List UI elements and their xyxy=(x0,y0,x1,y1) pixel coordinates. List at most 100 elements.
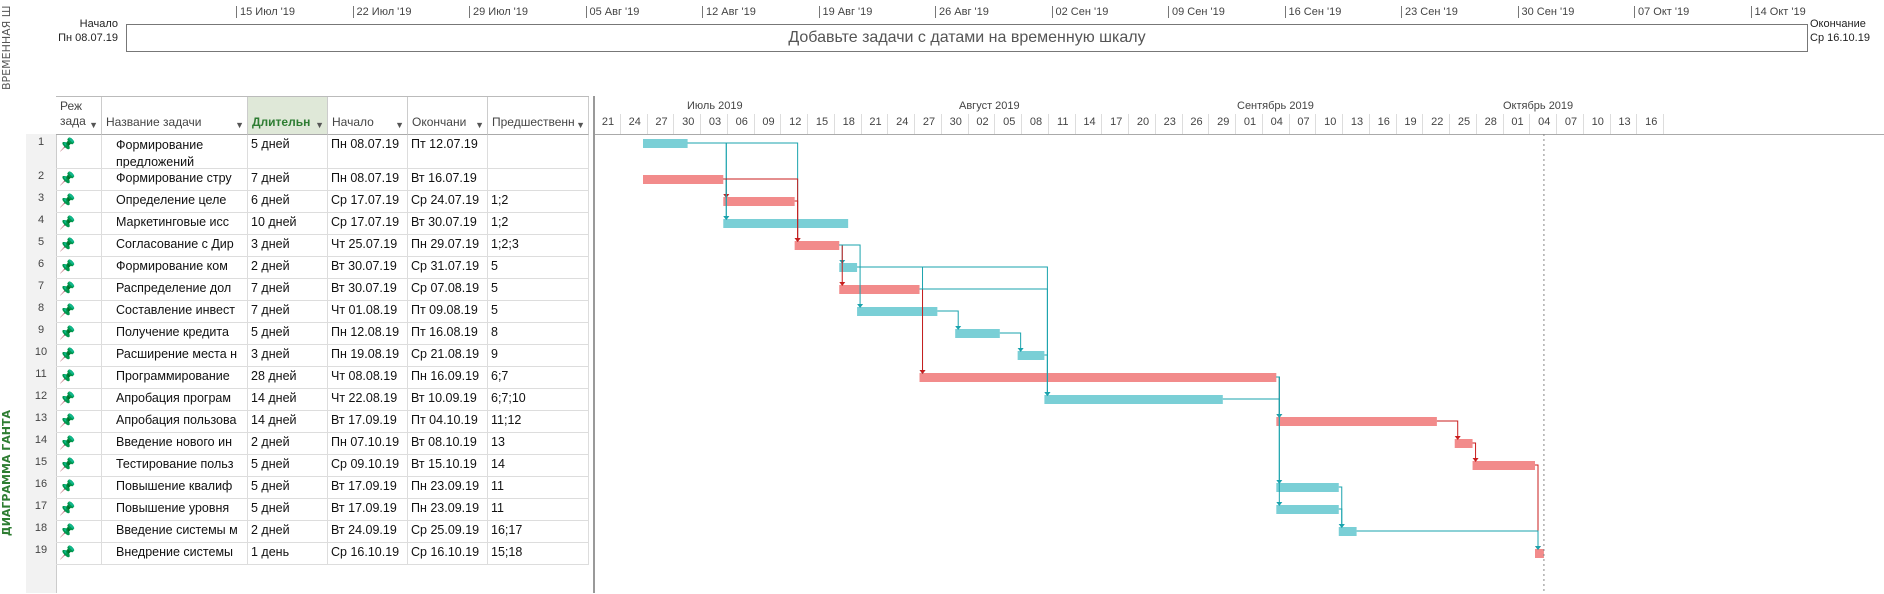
gantt-bar[interactable] xyxy=(723,219,849,228)
table-row[interactable]: 📌 Повышение уровня 5 дней Вт 17.09.19 Пн 23.… xyxy=(56,499,589,521)
task-name-cell[interactable]: Программирование xyxy=(102,367,248,388)
task-duration-cell[interactable]: 5 дней xyxy=(248,477,328,498)
task-finish-cell[interactable]: Ср 07.08.19 xyxy=(408,279,488,300)
task-finish-cell[interactable]: Пт 04.10.19 xyxy=(408,411,488,432)
task-mode-cell[interactable]: 📌 xyxy=(56,213,102,234)
task-duration-cell[interactable]: 2 дней xyxy=(248,257,328,278)
gantt-bar[interactable] xyxy=(1454,439,1473,448)
task-duration-cell[interactable]: 5 дней xyxy=(248,135,328,168)
task-pred-cell[interactable]: 1;2;3 xyxy=(488,235,589,256)
task-pred-cell[interactable]: 6;7 xyxy=(488,367,589,388)
task-start-cell[interactable]: Чт 22.08.19 xyxy=(328,389,408,410)
gantt-bar[interactable] xyxy=(955,329,1000,338)
task-mode-cell[interactable]: 📌 xyxy=(56,191,102,212)
table-row[interactable]: 📌 Согласование с Дир 3 дней Чт 25.07.19 Пн 2… xyxy=(56,235,589,257)
task-pred-cell[interactable] xyxy=(488,169,589,190)
task-name-cell[interactable]: Составление инвест xyxy=(102,301,248,322)
task-duration-cell[interactable]: 5 дней xyxy=(248,499,328,520)
task-finish-cell[interactable]: Ср 25.09.19 xyxy=(408,521,488,542)
task-mode-cell[interactable]: 📌 xyxy=(56,323,102,344)
gantt-bar[interactable] xyxy=(794,241,840,250)
task-name-cell[interactable]: Формирование предложений xyxy=(102,135,248,168)
gantt-bar[interactable] xyxy=(1276,417,1437,426)
task-finish-cell[interactable]: Вт 08.10.19 xyxy=(408,433,488,454)
table-row[interactable]: 📌 Получение кредита 5 дней Пн 12.08.19 Пт 16… xyxy=(56,323,589,345)
task-name-cell[interactable]: Получение кредита xyxy=(102,323,248,344)
task-start-cell[interactable]: Чт 25.07.19 xyxy=(328,235,408,256)
task-finish-cell[interactable]: Ср 31.07.19 xyxy=(408,257,488,278)
table-row[interactable]: 📌 Повышение квалиф 5 дней Вт 17.09.19 Пн 23.… xyxy=(56,477,589,499)
chevron-down-icon[interactable]: ▼ xyxy=(576,120,585,130)
task-duration-cell[interactable]: 7 дней xyxy=(248,301,328,322)
table-row[interactable]: 📌 Апробация пользова 14 дней Вт 17.09.19 Пт … xyxy=(56,411,589,433)
task-duration-cell[interactable]: 7 дней xyxy=(248,279,328,300)
task-duration-cell[interactable]: 6 дней xyxy=(248,191,328,212)
table-row[interactable]: 📌 Определение целе 6 дней Ср 17.07.19 Ср 24.… xyxy=(56,191,589,213)
chevron-down-icon[interactable]: ▼ xyxy=(475,120,484,130)
task-finish-cell[interactable]: Пн 16.09.19 xyxy=(408,367,488,388)
task-start-cell[interactable]: Пн 19.08.19 xyxy=(328,345,408,366)
table-row[interactable]: 📌 Формирование ком 2 дней Вт 30.07.19 Ср 31.… xyxy=(56,257,589,279)
task-finish-cell[interactable]: Пн 23.09.19 xyxy=(408,499,488,520)
task-finish-cell[interactable]: Пн 23.09.19 xyxy=(408,477,488,498)
task-start-cell[interactable]: Вт 17.09.19 xyxy=(328,477,408,498)
task-start-cell[interactable]: Ср 17.07.19 xyxy=(328,213,408,234)
gantt-bar[interactable] xyxy=(643,175,724,184)
task-pred-cell[interactable]: 13 xyxy=(488,433,589,454)
task-pred-cell[interactable]: 11;12 xyxy=(488,411,589,432)
column-header-start[interactable]: Начало ▼ xyxy=(328,97,408,135)
task-mode-cell[interactable]: 📌 xyxy=(56,411,102,432)
gantt-bar[interactable] xyxy=(857,307,938,316)
chevron-down-icon[interactable]: ▼ xyxy=(315,120,324,130)
gantt-bar[interactable] xyxy=(919,373,1277,382)
column-header-name[interactable]: Название задачи ▼ xyxy=(102,97,248,135)
task-start-cell[interactable]: Чт 08.08.19 xyxy=(328,367,408,388)
task-start-cell[interactable]: Пн 07.10.19 xyxy=(328,433,408,454)
table-row[interactable]: 📌 Формирование предложений 5 дней Пн 08.07.… xyxy=(56,135,589,169)
task-name-cell[interactable]: Введение системы м xyxy=(102,521,248,542)
column-header-duration[interactable]: Длительн ▼ xyxy=(248,97,328,135)
task-name-cell[interactable]: Определение целе xyxy=(102,191,248,212)
table-row[interactable]: 📌 Апробация програм 14 дней Чт 22.08.19 Вт 1… xyxy=(56,389,589,411)
task-mode-cell[interactable]: 📌 xyxy=(56,521,102,542)
gantt-bar[interactable] xyxy=(643,139,688,148)
task-pred-cell[interactable] xyxy=(488,135,589,168)
task-duration-cell[interactable]: 10 дней xyxy=(248,213,328,234)
column-header-mode[interactable]: Реж зада ▼ xyxy=(56,97,102,135)
task-finish-cell[interactable]: Пн 29.07.19 xyxy=(408,235,488,256)
task-pred-cell[interactable]: 15;18 xyxy=(488,543,589,564)
task-finish-cell[interactable]: Вт 15.10.19 xyxy=(408,455,488,476)
task-finish-cell[interactable]: Пт 09.08.19 xyxy=(408,301,488,322)
table-row[interactable]: 📌 Тестирование польз 5 дней Ср 09.10.19 Вт 1… xyxy=(56,455,589,477)
task-mode-cell[interactable]: 📌 xyxy=(56,367,102,388)
task-duration-cell[interactable]: 28 дней xyxy=(248,367,328,388)
task-finish-cell[interactable]: Вт 16.07.19 xyxy=(408,169,488,190)
gantt-bar[interactable] xyxy=(1338,527,1357,536)
task-name-cell[interactable]: Повышение квалиф xyxy=(102,477,248,498)
gantt-chart[interactable]: Июль 2019 Август 2019 Сентябрь 2019 Октябрь… xyxy=(593,96,1884,593)
task-start-cell[interactable]: Вт 24.09.19 xyxy=(328,521,408,542)
task-pred-cell[interactable]: 9 xyxy=(488,345,589,366)
task-start-cell[interactable]: Пн 08.07.19 xyxy=(328,169,408,190)
task-duration-cell[interactable]: 5 дней xyxy=(248,323,328,344)
gantt-bar[interactable] xyxy=(1276,505,1339,514)
task-finish-cell[interactable]: Ср 16.10.19 xyxy=(408,543,488,564)
task-name-cell[interactable]: Апробация програм xyxy=(102,389,248,410)
task-name-cell[interactable]: Внедрение системы xyxy=(102,543,248,564)
task-mode-cell[interactable]: 📌 xyxy=(56,543,102,564)
task-duration-cell[interactable]: 5 дней xyxy=(248,455,328,476)
task-name-cell[interactable]: Согласование с Дир xyxy=(102,235,248,256)
task-duration-cell[interactable]: 2 дней xyxy=(248,433,328,454)
task-duration-cell[interactable]: 2 дней xyxy=(248,521,328,542)
task-start-cell[interactable]: Пн 12.08.19 xyxy=(328,323,408,344)
table-row[interactable]: 📌 Программирование 28 дней Чт 08.08.19 Пн 16… xyxy=(56,367,589,389)
task-pred-cell[interactable]: 11 xyxy=(488,499,589,520)
task-name-cell[interactable]: Введение нового ин xyxy=(102,433,248,454)
task-finish-cell[interactable]: Ср 24.07.19 xyxy=(408,191,488,212)
task-name-cell[interactable]: Формирование стру xyxy=(102,169,248,190)
task-mode-cell[interactable]: 📌 xyxy=(56,345,102,366)
task-start-cell[interactable]: Вт 30.07.19 xyxy=(328,257,408,278)
task-mode-cell[interactable]: 📌 xyxy=(56,389,102,410)
task-name-cell[interactable]: Повышение уровня xyxy=(102,499,248,520)
chevron-down-icon[interactable]: ▼ xyxy=(235,120,244,130)
